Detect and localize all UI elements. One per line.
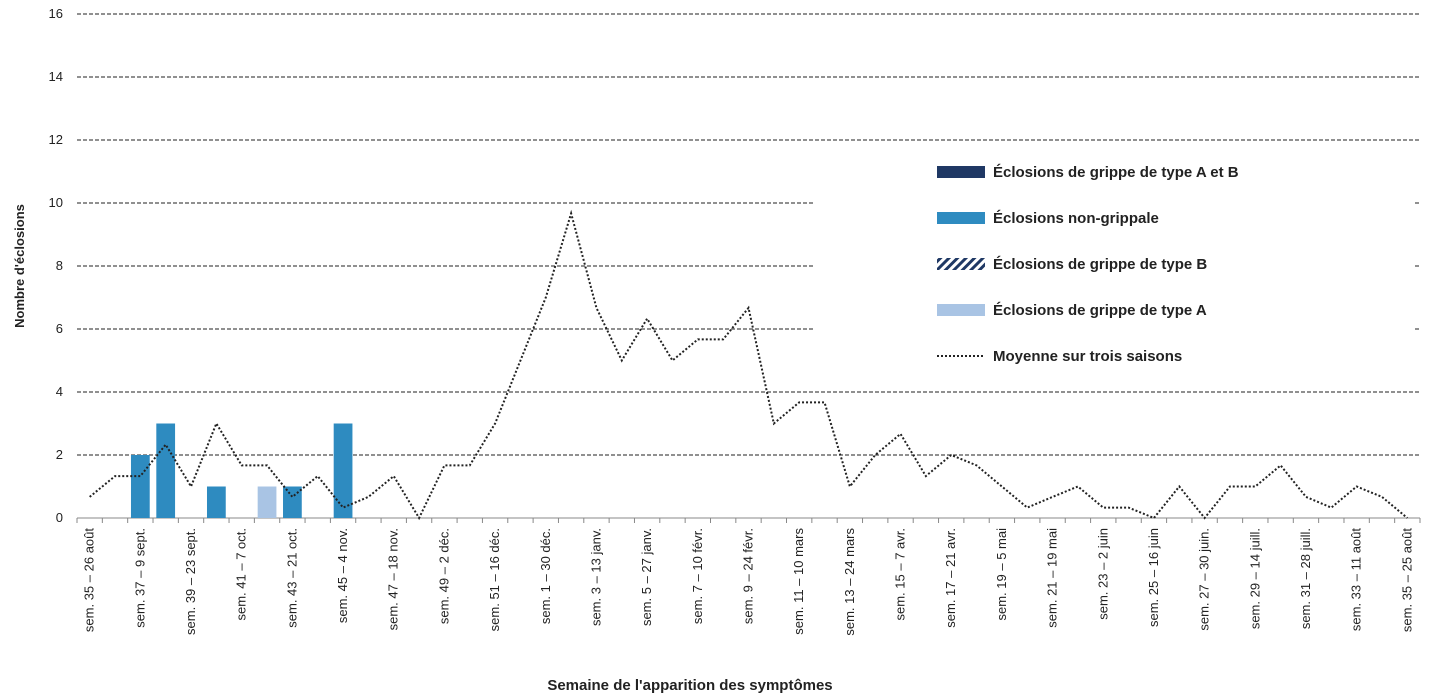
bar [333,423,353,518]
x-tick-label: sem. 15 – 7 avr. [893,528,908,621]
x-tick-label: sem. 37 – 9 sept. [132,528,147,628]
x-tick-label: sem. 5 – 27 janv. [639,528,654,626]
x-tick-label: sem. 3 – 13 janv. [588,528,603,626]
y-tick-label: 4 [56,384,63,399]
bar [206,486,226,518]
x-axis-title: Semaine de l'apparition des symptômes [547,677,832,694]
x-tick-label: sem. 9 – 24 févr. [741,528,756,624]
y-tick-label: 16 [49,6,63,21]
y-tick-label: 14 [49,69,63,84]
legend-swatch [937,166,985,178]
legend-label: Éclosions de grippe de type A [993,302,1207,319]
x-tick-label: sem. 11 – 10 mars [791,528,806,635]
x-tick-label: sem. 19 – 5 mai [994,528,1009,621]
x-tick-label: sem. 1 – 30 déc. [538,528,553,624]
bar [257,486,277,518]
legend-label: Moyenne sur trois saisons [993,348,1182,365]
x-tick-label: sem. 45 – 4 nov. [335,528,350,623]
x-tick-label: sem. 31 – 28 juill. [1298,528,1313,629]
x-tick-label: sem. 17 – 21 avr. [943,528,958,628]
x-tick-label: sem. 29 – 14 juill. [1247,528,1262,629]
average-line [89,209,1408,521]
x-tick-label: sem. 41 – 7 oct. [234,528,249,621]
legend-swatch [937,212,985,224]
x-tick-label: sem. 39 – 23 sept. [183,528,198,635]
x-tick-label: sem. 35 – 26 août [82,528,97,632]
legend-swatch [937,258,985,270]
legend-swatch [937,304,985,316]
y-tick-label: 6 [56,321,63,336]
y-tick-label: 8 [56,258,63,273]
legend-label: Éclosions de grippe de type A et B [993,164,1239,181]
x-tick-label: sem. 21 – 19 mai [1045,528,1060,628]
y-tick-label: 0 [56,510,63,525]
x-tick-label: sem. 33 – 11 août [1349,528,1364,631]
x-tick-label: sem. 13 – 24 mars [842,528,857,636]
x-tick-label: sem. 27 – 30 juin. [1197,528,1212,631]
x-tick-label: sem. 25 – 16 juin [1146,528,1161,627]
y-tick-label: 10 [49,195,63,210]
x-tick-label: sem. 7 – 10 févr. [690,528,705,624]
y-tick-label: 2 [56,447,63,462]
bar [156,423,176,518]
x-tick-label: sem. 51 – 16 déc. [487,528,502,631]
legend-label: Éclosions de grippe de type B [993,256,1207,273]
legend-box [815,150,1415,378]
x-tick-label: sem. 23 – 2 juin [1095,528,1110,620]
y-axis-title: Nombre d'éclosions [12,204,27,328]
y-tick-label: 12 [49,132,63,147]
x-tick-label: sem. 47 – 18 nov. [386,528,401,630]
bar [283,486,302,518]
x-tick-label: sem. 49 – 2 déc. [436,528,451,624]
x-tick-label: sem. 35 – 25 août [1399,528,1414,632]
x-tick-label: sem. 43 – 21 oct. [284,528,299,628]
legend-label: Éclosions non-grippale [993,210,1159,227]
bar [130,455,150,518]
